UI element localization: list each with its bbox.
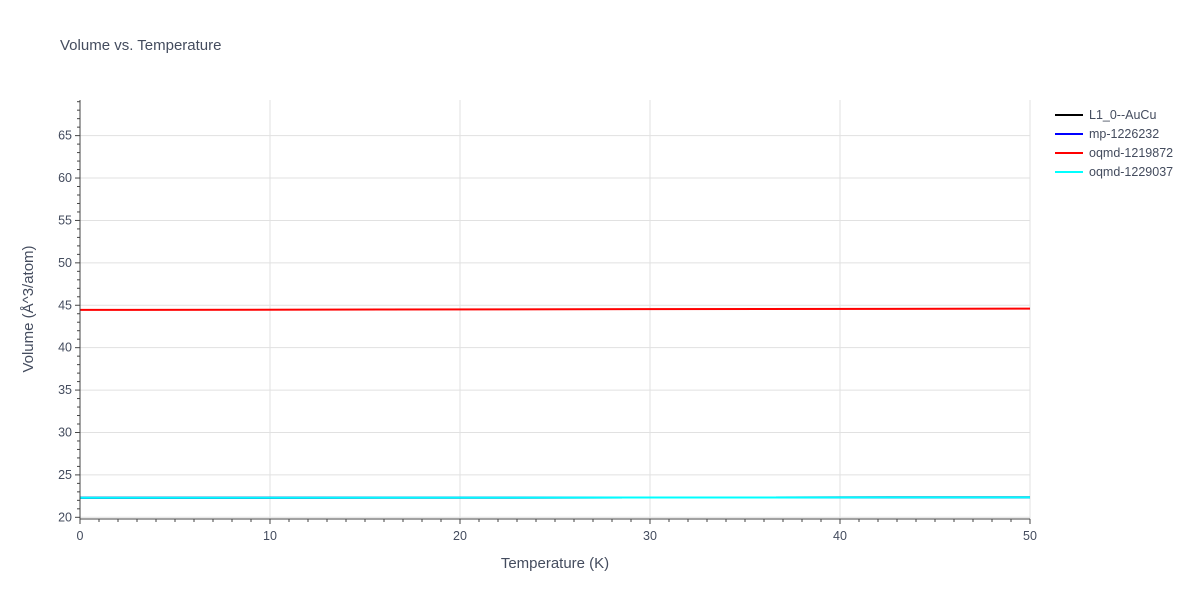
legend-item[interactable]: mp-1226232 [1055, 127, 1159, 141]
y-tick-label: 35 [58, 383, 72, 397]
legend-item[interactable]: oqmd-1219872 [1055, 146, 1173, 160]
x-tick-label: 0 [77, 529, 84, 543]
y-axis-title: Volume (Å^3/atom) [20, 245, 37, 372]
legend-label: mp-1226232 [1089, 127, 1159, 141]
y-tick-label: 30 [58, 425, 72, 439]
legend[interactable]: L1_0--AuCu mp-1226232 oqmd-1219872 oqmd-122… [1055, 108, 1173, 179]
axes-layer: 20 25 30 35 40 45 50 55 60 65 0 10 20 30 40 50 [58, 100, 1037, 543]
y-tick-label: 45 [58, 298, 72, 312]
x-tick-label: 20 [453, 529, 467, 543]
y-tick-label: 65 [58, 129, 72, 143]
y-tick-label: 55 [58, 213, 72, 227]
legend-item[interactable]: L1_0--AuCu [1055, 108, 1156, 122]
x-tick-label: 30 [643, 529, 657, 543]
y-tick-label: 20 [58, 510, 72, 524]
y-tick-label: 60 [58, 171, 72, 185]
legend-label: L1_0--AuCu [1089, 108, 1156, 122]
x-tick-label: 40 [833, 529, 847, 543]
chart-title: Volume vs. Temperature [60, 37, 221, 54]
y-tick-label: 25 [58, 468, 72, 482]
x-tick-label: 50 [1023, 529, 1037, 543]
series-layer [80, 309, 1030, 498]
series-line [80, 309, 1030, 310]
x-axis-title: Temperature (K) [501, 555, 609, 572]
legend-label: oqmd-1219872 [1089, 146, 1173, 160]
legend-label: oqmd-1229037 [1089, 165, 1173, 179]
x-tick-label: 10 [263, 529, 277, 543]
legend-item[interactable]: oqmd-1229037 [1055, 165, 1173, 179]
y-tick-label: 50 [58, 256, 72, 270]
y-tick-label: 40 [58, 341, 72, 355]
